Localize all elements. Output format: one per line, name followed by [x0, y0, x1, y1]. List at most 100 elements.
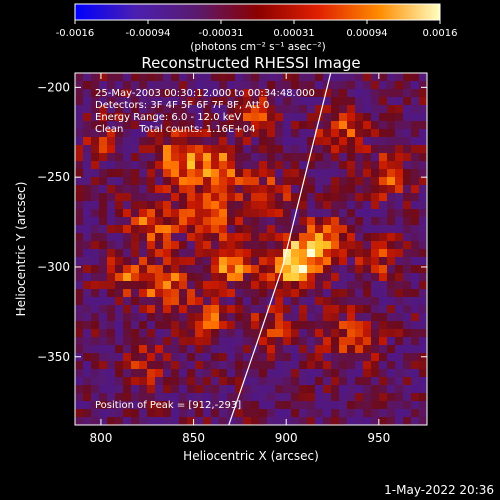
heatmap-cell — [163, 81, 172, 90]
heatmap-cell — [395, 281, 404, 290]
heatmap-cell — [323, 137, 332, 146]
heatmap-cell — [251, 201, 260, 210]
heatmap-cell — [371, 273, 380, 282]
heatmap-cell — [251, 329, 260, 338]
heatmap-cell — [179, 297, 188, 306]
heatmap-cell — [363, 89, 372, 98]
heatmap-cell — [291, 249, 300, 258]
heatmap-cell — [355, 417, 364, 425]
heatmap-cell — [355, 353, 364, 362]
heatmap-cell — [395, 153, 404, 162]
heatmap-cell — [203, 121, 212, 130]
heatmap-cell — [403, 145, 412, 154]
heatmap-cell — [307, 297, 316, 306]
heatmap-cell — [379, 105, 388, 114]
heatmap-cell — [371, 217, 380, 226]
heatmap-cell — [339, 73, 348, 82]
heatmap-cell — [387, 121, 396, 130]
heatmap-cell — [107, 289, 116, 298]
heatmap-cell — [275, 265, 284, 274]
heatmap-cell — [171, 233, 180, 242]
heatmap-cell — [139, 273, 148, 282]
heatmap-cell — [147, 209, 156, 218]
heatmap-cell — [283, 289, 292, 298]
heatmap-cell — [147, 377, 156, 386]
heatmap-cell — [411, 137, 420, 146]
heatmap-cell — [147, 249, 156, 258]
heatmap-cell — [331, 337, 340, 346]
heatmap-cell — [211, 313, 220, 322]
heatmap-cell — [291, 137, 300, 146]
heatmap-cell — [171, 129, 180, 138]
heatmap-cell — [155, 249, 164, 258]
y-tick-label: −300 — [37, 260, 70, 274]
heatmap-cell — [131, 305, 140, 314]
heatmap-cell — [363, 409, 372, 418]
heatmap-cell — [275, 73, 284, 82]
heatmap-cell — [123, 161, 132, 170]
heatmap-cell — [187, 297, 196, 306]
heatmap-cell — [379, 249, 388, 258]
heatmap-cell — [131, 121, 140, 130]
heatmap-cell — [219, 121, 228, 130]
heatmap-cell — [227, 193, 236, 202]
heatmap-cell — [219, 105, 228, 114]
heatmap-cell — [355, 129, 364, 138]
heatmap-cell — [363, 129, 372, 138]
heatmap-cell — [291, 265, 300, 274]
heatmap-cell — [235, 281, 244, 290]
heatmap-cell — [419, 185, 427, 194]
heatmap-cell — [379, 337, 388, 346]
heatmap-cell — [171, 329, 180, 338]
heatmap-cell — [419, 161, 427, 170]
heatmap-cell — [139, 81, 148, 90]
heatmap-cell — [227, 337, 236, 346]
heatmap-cell — [403, 153, 412, 162]
heatmap-cell — [403, 313, 412, 322]
heatmap-cell — [75, 81, 84, 90]
heatmap-cell — [411, 161, 420, 170]
heatmap-cell — [179, 113, 188, 122]
heatmap-cell — [331, 217, 340, 226]
heatmap-cell — [331, 297, 340, 306]
heatmap-cell — [203, 97, 212, 106]
heatmap-cell — [219, 241, 228, 250]
heatmap-cell — [355, 297, 364, 306]
heatmap-cell — [419, 89, 427, 98]
heatmap-cell — [299, 121, 308, 130]
heatmap-cell — [267, 161, 276, 170]
heatmap-cell — [347, 105, 356, 114]
heatmap-cell — [307, 193, 316, 202]
heatmap-cell — [267, 345, 276, 354]
heatmap-cell — [75, 217, 84, 226]
heatmap-cell — [91, 193, 100, 202]
heatmap-cell — [315, 153, 324, 162]
heatmap-cell — [323, 129, 332, 138]
heatmap-cell — [171, 97, 180, 106]
heatmap-cell — [307, 97, 316, 106]
heatmap-cell — [339, 129, 348, 138]
heatmap-cell — [259, 185, 268, 194]
heatmap-cell — [387, 169, 396, 178]
heatmap-cell — [211, 417, 220, 425]
heatmap-cell — [227, 377, 236, 386]
heatmap-cell — [411, 129, 420, 138]
heatmap-cell — [139, 89, 148, 98]
colorbar: -0.0016 -0.00094 -0.00031 0.00031 0.00094 0.0… — [56, 3, 458, 53]
heatmap-cell — [155, 393, 164, 402]
heatmap-cell — [83, 417, 92, 425]
heatmap-cell — [307, 89, 316, 98]
heatmap-cell — [131, 249, 140, 258]
heatmap-cell — [355, 185, 364, 194]
heatmap-cell — [147, 193, 156, 202]
heatmap-cell — [147, 217, 156, 226]
heatmap-cell — [387, 401, 396, 410]
heatmap-cell — [123, 265, 132, 274]
heatmap-cell — [251, 337, 260, 346]
heatmap-cell — [187, 153, 196, 162]
heatmap-cell — [379, 265, 388, 274]
heatmap-cell — [195, 345, 204, 354]
heatmap-cell — [171, 145, 180, 154]
heatmap-cell — [91, 297, 100, 306]
heatmap-cell — [267, 233, 276, 242]
